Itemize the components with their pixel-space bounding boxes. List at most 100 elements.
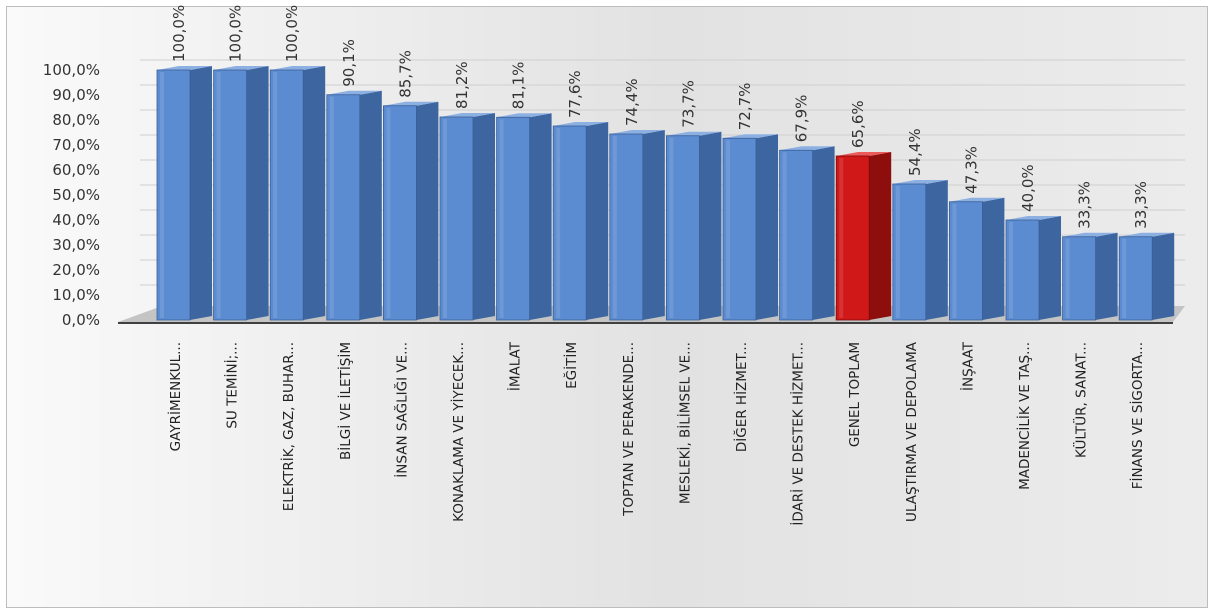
y-tick-label: 70,0% xyxy=(52,136,100,154)
x-tick-label: KONAKLAMA VE YİYECEK... xyxy=(449,342,467,522)
bar xyxy=(552,122,609,321)
bar-front xyxy=(609,133,644,321)
bar xyxy=(1005,216,1061,321)
bar xyxy=(949,197,1005,321)
bar-front xyxy=(1005,219,1040,321)
bar-front xyxy=(326,94,361,321)
x-tick-label: İMALAT xyxy=(506,341,524,391)
bar xyxy=(609,130,665,321)
bar-front xyxy=(666,135,700,321)
bar-top xyxy=(836,152,892,156)
bar-side xyxy=(473,113,495,320)
data-label: 74,4% xyxy=(623,78,641,126)
bar-front xyxy=(779,149,813,321)
data-label: 40,0% xyxy=(1019,164,1037,212)
bar-front xyxy=(1062,236,1096,321)
y-tick-label: 80,0% xyxy=(52,111,100,129)
data-label: 33,3% xyxy=(1076,181,1094,229)
x-tick-label: İDARİ VE DESTEK HİZMET... xyxy=(789,342,807,526)
bar-side xyxy=(1095,232,1118,320)
bar-side xyxy=(586,122,609,320)
data-label: 47,3% xyxy=(962,146,980,194)
y-tick-label: 0,0% xyxy=(62,311,100,329)
bar-shine xyxy=(329,96,334,318)
bar-shine xyxy=(1065,238,1070,318)
bar-shine xyxy=(669,137,674,318)
bar xyxy=(496,113,552,321)
data-label: 54,4% xyxy=(906,128,924,176)
y-tick-label: 90,0% xyxy=(52,86,100,104)
bar-side xyxy=(1039,216,1061,320)
bar-side xyxy=(416,101,439,320)
x-tick-label: TOPTAN VE PERAKENDE... xyxy=(621,342,637,517)
bar xyxy=(722,134,778,321)
bar-front xyxy=(213,69,248,321)
bar-front xyxy=(892,183,927,321)
bar-top xyxy=(270,66,326,70)
bar-side xyxy=(190,66,212,320)
bar-top xyxy=(609,130,665,134)
bar-front xyxy=(552,125,587,321)
bar xyxy=(892,180,948,321)
data-label: 77,6% xyxy=(566,70,584,118)
y-tick-label: 40,0% xyxy=(52,211,100,229)
y-tick-label: 30,0% xyxy=(52,236,100,254)
y-tick-label: 50,0% xyxy=(52,186,100,204)
bar-top xyxy=(779,146,835,151)
bar-shine xyxy=(443,119,447,318)
x-tick-label: ELEKTRİK, GAZ, BUHAR... xyxy=(279,342,297,511)
bar-front xyxy=(269,69,304,321)
data-label: 33,3% xyxy=(1132,181,1150,229)
bar-front xyxy=(1118,236,1153,321)
data-label: 73,7% xyxy=(679,80,697,128)
bar-side xyxy=(869,152,892,320)
data-label: 65,6% xyxy=(849,100,867,148)
x-tick-label: MESLEKİ, BİLİMSEL VE... xyxy=(675,342,693,504)
bar-side xyxy=(925,180,948,320)
bar-front xyxy=(382,105,417,321)
data-label: 81,2% xyxy=(453,61,471,109)
y-tick-label: 20,0% xyxy=(52,261,100,279)
bar-shine xyxy=(1122,238,1127,318)
bar-top xyxy=(213,66,269,70)
data-label: 100,0% xyxy=(283,5,301,62)
bar-top xyxy=(723,134,778,139)
y-tick-label: 100,0% xyxy=(43,61,100,79)
bars xyxy=(156,66,1175,321)
bar xyxy=(1062,232,1118,321)
bar-side xyxy=(699,131,722,320)
bar-side xyxy=(246,66,269,320)
bar-side xyxy=(982,197,1005,320)
bar-shine xyxy=(386,107,391,318)
bar-shine xyxy=(895,186,900,318)
x-tick-label: KÜLTÜR, SANAT... xyxy=(1072,342,1090,458)
bar-shine xyxy=(612,136,617,318)
bar-top xyxy=(383,101,439,106)
bar-shine xyxy=(726,140,730,318)
bar-shine xyxy=(839,158,844,318)
bar-top xyxy=(666,131,722,136)
data-label: 100,0% xyxy=(170,5,188,62)
data-labels: 100,0% 100,0% 100,0% 90,1% 85,7% 81,2% 81,1% 77… xyxy=(170,5,1150,229)
bar-side xyxy=(642,130,665,320)
y-tick-label: 10,0% xyxy=(52,286,100,304)
data-label: 90,1% xyxy=(340,39,358,87)
bar-top xyxy=(1119,232,1175,237)
bar-shine xyxy=(782,152,787,318)
bar-front xyxy=(835,155,870,321)
bar-shine xyxy=(952,203,957,318)
bar-top xyxy=(1006,216,1061,220)
data-label: 85,7% xyxy=(396,50,414,98)
y-axis: 0,0% 10,0% 20,0% 30,0% 40,0% 50,0% 60,0% 70,0% 8… xyxy=(43,61,100,329)
data-label: 81,1% xyxy=(510,62,528,110)
bar xyxy=(1118,232,1175,321)
data-label: 100,0% xyxy=(227,5,245,62)
bar-front xyxy=(439,116,474,321)
bar-shine xyxy=(499,119,504,318)
x-tick-label: ULAŞTIRMA VE DEPOLAMA xyxy=(904,341,920,522)
x-tick-label: EĞİTİM xyxy=(562,342,580,389)
bar xyxy=(835,152,892,321)
bar-front xyxy=(156,69,191,321)
x-tick-label: DİĞER HİZMET... xyxy=(732,342,750,452)
x-axis-categories: GAYRİMENKUL... SU TEMİNİ;... ELEKTRİK, GAZ… xyxy=(166,341,1146,525)
